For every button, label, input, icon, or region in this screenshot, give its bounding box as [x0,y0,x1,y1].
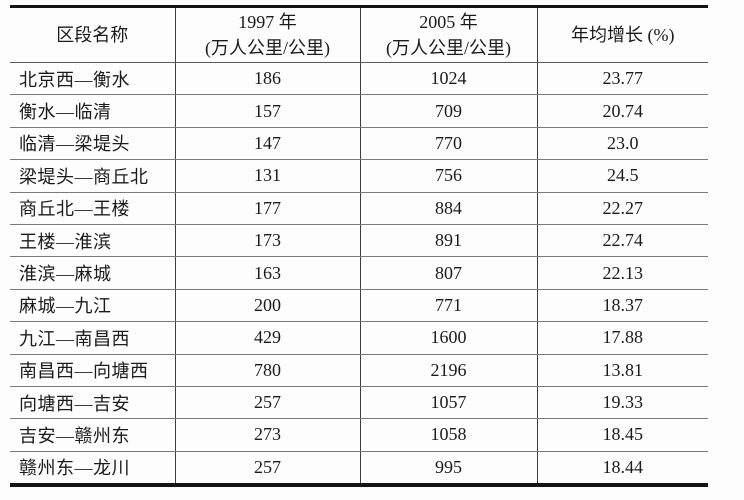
cell-section-name: 向塘西—吉安 [10,386,176,420]
cell-value-2005: 995 [360,451,538,486]
cell-growth-rate: 23.0 [537,127,708,161]
cell-value-2005: 1024 [360,62,538,96]
passenger-density-table: 区段名称 1997 年 (万人公里/公里) 2005 年 (万人公里/公里) 年… [10,5,708,488]
cell-growth-rate: 18.44 [537,451,708,486]
table-row: 淮滨—麻城 163 807 22.13 [10,256,708,290]
cell-value-2005: 891 [360,224,538,258]
cell-section-name: 南昌西—向塘西 [10,354,176,387]
col-header-growth-label: 年均增长 (%) [571,24,675,45]
col-header-1997-unit: (万人公里/公里) [205,38,330,58]
col-header-2005-year: 2005 年 [419,11,478,32]
col-header-section-label: 区段名称 [56,24,129,45]
cell-section-name: 北京西—衡水 [10,62,176,96]
cell-growth-rate: 23.77 [537,62,708,96]
cell-value-1997: 257 [175,386,361,420]
cell-growth-rate: 18.45 [537,418,708,452]
cell-section-name: 衡水—临清 [10,94,176,128]
cell-section-name: 九江—南昌西 [10,321,176,355]
cell-value-2005: 1058 [360,418,538,452]
cell-value-2005: 770 [360,127,538,161]
cell-section-name: 商丘北—王楼 [10,192,176,225]
cell-section-name: 临清—梁堤头 [10,127,176,161]
table-row: 吉安—赣州东 273 1058 18.45 [10,418,708,452]
cell-value-2005: 756 [360,159,538,193]
cell-section-name: 王楼—淮滨 [10,224,176,258]
cell-growth-rate: 22.13 [537,256,708,290]
header-row: 区段名称 1997 年 (万人公里/公里) 2005 年 (万人公里/公里) 年… [10,6,708,63]
cell-value-1997: 273 [175,418,361,452]
cell-value-1997: 257 [175,451,361,486]
table-row: 梁堤头—商丘北 131 756 24.5 [10,159,708,193]
table-row: 商丘北—王楼 177 884 22.27 [10,192,708,225]
table-row: 北京西—衡水 186 1024 23.77 [10,62,708,96]
cell-value-1997: 147 [175,127,361,161]
cell-growth-rate: 22.27 [537,192,708,225]
cell-value-2005: 2196 [360,354,538,387]
cell-value-2005: 709 [360,94,538,128]
cell-section-name: 麻城—九江 [10,289,176,323]
table-row: 临清—梁堤头 147 770 23.0 [10,127,708,161]
table-row: 王楼—淮滨 173 891 22.74 [10,224,708,258]
table-body: 北京西—衡水 186 1024 23.77 衡水—临清 157 709 20.7… [10,62,708,486]
cell-growth-rate: 20.74 [537,94,708,128]
cell-growth-rate: 22.74 [537,224,708,258]
cell-growth-rate: 18.37 [537,289,708,323]
cell-value-1997: 131 [175,159,361,193]
cell-value-1997: 177 [175,192,361,225]
col-header-section: 区段名称 [10,6,176,63]
cell-value-1997: 163 [175,256,361,290]
cell-value-1997: 173 [175,224,361,258]
cell-section-name: 吉安—赣州东 [10,418,176,452]
table-row: 南昌西—向塘西 780 2196 13.81 [10,354,708,387]
cell-value-2005: 807 [360,256,538,290]
col-header-1997-year: 1997 年 [238,11,297,32]
table-row: 九江—南昌西 429 1600 17.88 [10,321,708,355]
col-header-2005: 2005 年 (万人公里/公里) [360,6,538,63]
cell-value-1997: 200 [175,289,361,323]
cell-value-2005: 771 [360,289,538,323]
cell-value-2005: 1600 [360,321,538,355]
cell-growth-rate: 19.33 [537,386,708,420]
table-row: 衡水—临清 157 709 20.74 [10,94,708,128]
col-header-2005-unit: (万人公里/公里) [386,38,511,58]
cell-value-1997: 157 [175,94,361,128]
col-header-growth: 年均增长 (%) [537,6,708,63]
cell-section-name: 梁堤头—商丘北 [10,159,176,193]
cell-value-2005: 1057 [360,386,538,420]
table-row: 麻城—九江 200 771 18.37 [10,289,708,323]
cell-value-1997: 186 [175,62,361,96]
cell-value-1997: 780 [175,354,361,387]
col-header-1997: 1997 年 (万人公里/公里) [175,6,361,63]
cell-value-1997: 429 [175,321,361,355]
cell-section-name: 赣州东—龙川 [10,451,176,486]
table-row: 赣州东—龙川 257 995 18.44 [10,451,708,486]
cell-section-name: 淮滨—麻城 [10,256,176,290]
table-row: 向塘西—吉安 257 1057 19.33 [10,386,708,420]
cell-growth-rate: 17.88 [537,321,708,355]
cell-growth-rate: 13.81 [537,354,708,387]
cell-value-2005: 884 [360,192,538,225]
cell-growth-rate: 24.5 [537,159,708,193]
table-header: 区段名称 1997 年 (万人公里/公里) 2005 年 (万人公里/公里) 年… [10,6,708,63]
